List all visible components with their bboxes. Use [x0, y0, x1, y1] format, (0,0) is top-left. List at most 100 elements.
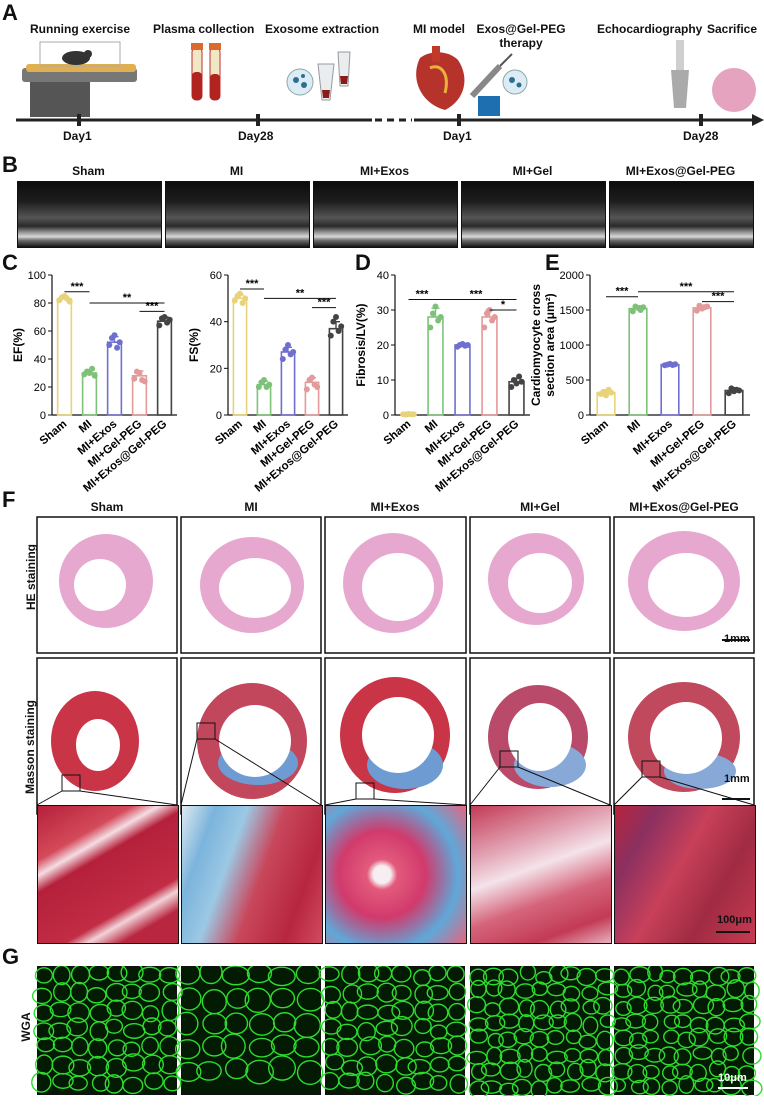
y-tick-label: 40 [377, 270, 389, 282]
data-point [255, 384, 262, 390]
echo-title-mi-gel: MI+Gel [512, 164, 553, 178]
masson-row [36, 657, 755, 815]
y-tick-label: 20 [34, 382, 46, 394]
wga-cell [562, 985, 581, 1002]
wga-cell [513, 1028, 534, 1045]
wga-cell [177, 987, 202, 1011]
data-point [335, 328, 342, 334]
wga-cell [340, 1059, 364, 1077]
data-point [239, 300, 246, 306]
y-tick-label: 2000 [560, 270, 584, 282]
wga-cell [597, 981, 619, 996]
significance-label: *** [246, 278, 260, 290]
wga-cell [174, 1039, 201, 1060]
wga-cell [516, 1058, 533, 1078]
wga-cell [578, 1034, 597, 1050]
y-tick-label: 0 [40, 410, 46, 422]
wga-cell [498, 1031, 518, 1048]
wga-cell [723, 1017, 746, 1033]
wga-cell [66, 1017, 89, 1037]
step-running-exercise: Running exercise [30, 22, 131, 36]
wga-cell [375, 1053, 398, 1074]
wga-cell [356, 1004, 379, 1020]
wga-cell [663, 1029, 680, 1045]
echo-title-mi-exos-gel-peg: MI+Exos@Gel-PEG [625, 164, 736, 178]
wga-cell [221, 966, 250, 986]
wga-cell [199, 966, 223, 985]
echo-image-mi-exos [313, 181, 458, 248]
zoom-image-mi-exos [325, 805, 467, 944]
wga-cell [480, 1080, 503, 1094]
wga-cell [739, 1027, 759, 1046]
step-exosome-extraction: Exosome extraction [265, 22, 380, 36]
wga-cell [158, 966, 181, 984]
step-therapy: Exos@Gel-PEG therapy [476, 22, 566, 50]
wga-cell [175, 1061, 202, 1083]
x-tick-label: Sham [38, 418, 70, 447]
y-tick-label: 0 [383, 410, 389, 422]
wga-cell [33, 1022, 55, 1041]
wga-cell [516, 1043, 534, 1063]
wga-cell [743, 981, 760, 1001]
wga-cell [174, 1011, 199, 1036]
significance-label: *** [680, 281, 694, 293]
data-point [629, 308, 636, 315]
wga-cell [144, 1072, 164, 1090]
wga-cell [596, 1030, 614, 1051]
wga-cell [87, 1038, 108, 1059]
wga-cell [272, 1012, 297, 1033]
data-point [116, 339, 123, 346]
day-label: Day1 [63, 129, 92, 143]
wga-cell [391, 966, 412, 983]
y-tick-label: 1500 [560, 305, 584, 317]
wga-cell [642, 1064, 660, 1080]
scale-bar-line [718, 1087, 748, 1089]
wga-cell [449, 1074, 469, 1094]
day-label: Day28 [238, 129, 274, 143]
y-tick-label: 60 [34, 326, 46, 338]
wga-cell [529, 999, 550, 1020]
bar [156, 320, 173, 416]
wga-cell [267, 1055, 297, 1081]
panel-letter-g: G [2, 944, 20, 969]
wga-cell [705, 1077, 723, 1093]
wga-cell [414, 1000, 435, 1021]
heart-icon [416, 46, 465, 110]
tissue-section-icon [712, 68, 756, 112]
x-tick-label: MI [77, 418, 95, 435]
wga-cell [336, 1037, 359, 1058]
data-point [640, 304, 647, 311]
bar [256, 383, 272, 416]
data-point [166, 316, 173, 323]
wga-cell [673, 1048, 692, 1066]
data-point [481, 324, 488, 331]
scale-bar-zoom: 100μm [717, 914, 752, 926]
wga-cell [105, 982, 128, 1002]
wga-cell [415, 1041, 435, 1058]
wga-cell [356, 1021, 376, 1042]
wga-cell [246, 966, 273, 984]
wga-cell [627, 1063, 648, 1084]
bar [56, 297, 73, 416]
wga-cell [49, 1001, 72, 1018]
wga-cell [377, 1004, 401, 1022]
data-point [91, 372, 98, 379]
data-point [491, 314, 498, 320]
wga-cell [356, 983, 379, 1000]
timeline-illustrations [22, 40, 756, 117]
data-point [508, 384, 515, 390]
wga-cell [593, 996, 613, 1015]
wga-cell [498, 997, 520, 1016]
bar [660, 363, 680, 416]
wga-cell [466, 995, 487, 1014]
wga-cell [642, 1077, 661, 1096]
syringe-icon [469, 53, 528, 116]
wga-cell [694, 1077, 714, 1093]
wga-cell [429, 1024, 448, 1040]
wga-cell [391, 1000, 415, 1020]
wga-cell [677, 1031, 697, 1049]
column-title-mi-gel: MI+Gel [520, 500, 560, 514]
wga-cell [582, 1000, 600, 1015]
wga-cell [391, 984, 412, 1002]
data-point [516, 373, 523, 380]
